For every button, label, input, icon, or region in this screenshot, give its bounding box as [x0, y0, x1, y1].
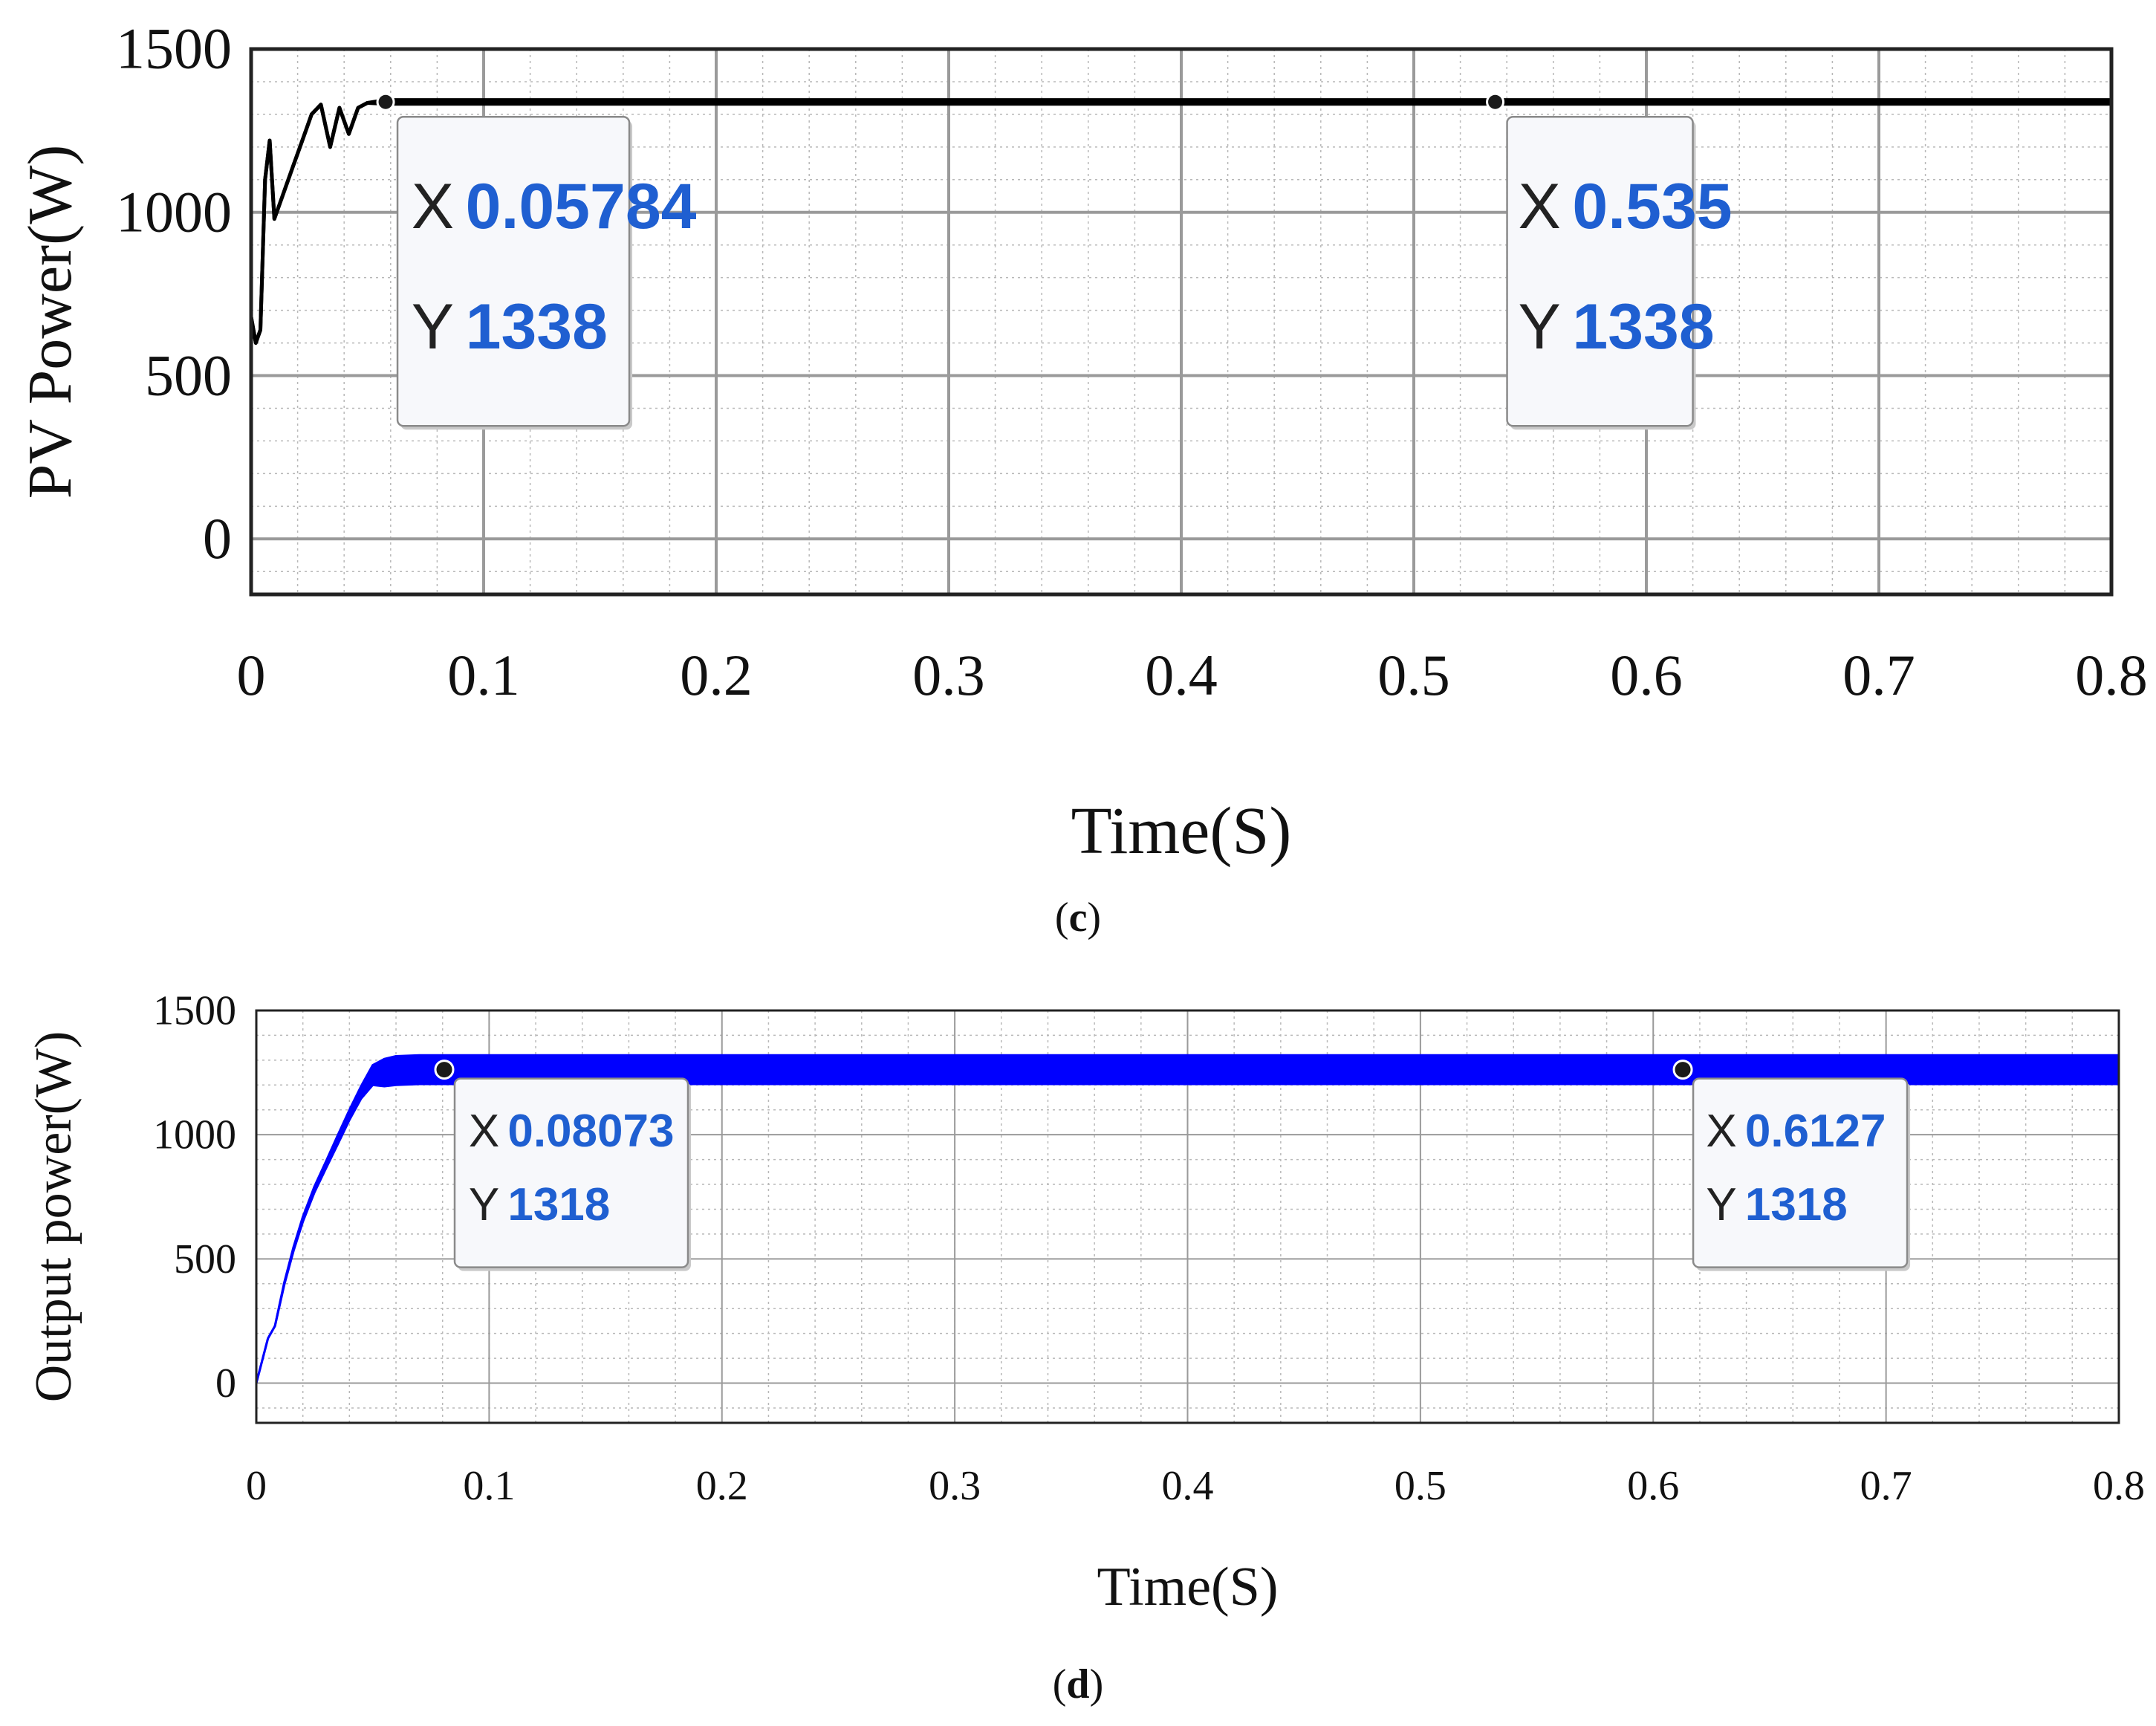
series-line-0 [249, 100, 2111, 345]
caption-paren-open: ( [1053, 1661, 1067, 1707]
panel-caption: (c) [1055, 895, 1101, 941]
datatip-x-value: 0.535 [1572, 171, 1732, 242]
datatip-x-value: 0.05784 [466, 171, 697, 242]
datatip-y-row: Y 1338 [1519, 291, 1715, 363]
y-tick-label: 1500 [116, 16, 232, 81]
x-tick-label: 0.3 [912, 643, 985, 707]
y-tick-label: 1000 [116, 180, 232, 244]
x-tick-label: 0.4 [1162, 1463, 1214, 1509]
x-tick-label: 0.2 [680, 643, 753, 707]
x-tick-label: 0.8 [2075, 643, 2148, 707]
datatip-x-label: X [1706, 1106, 1736, 1157]
datatip-x-row: X 0.6127 [1706, 1106, 1886, 1157]
x-tick-label: 0.1 [447, 643, 520, 707]
datatip-y-row: Y 1338 [412, 291, 608, 363]
x-tick-label: 0.6 [1610, 643, 1683, 707]
datatip-y-label: Y [412, 291, 454, 363]
datatip-marker[interactable] [1486, 92, 1505, 111]
datatip-y-row: Y 1318 [1706, 1179, 1847, 1230]
plot-border [249, 47, 2114, 597]
datatip-y-value: 1318 [507, 1179, 610, 1230]
y-tick-label: 0 [215, 1360, 236, 1407]
caption-letter: d [1066, 1661, 1089, 1707]
x-tick-label: 0.8 [2093, 1463, 2145, 1509]
datatip-y-label: Y [1519, 291, 1561, 363]
chart-panel-d: 0 0.1 0.2 0.3 0.4 0.5 0.6 0.7 0.8 0 500 1000 1500 Tim… [25, 987, 2145, 1707]
datatip-y-value: 1318 [1745, 1179, 1848, 1230]
datatip-x-label: X [469, 1106, 499, 1157]
datatip-marker[interactable] [434, 1060, 455, 1080]
x-tick-label: 0.4 [1145, 643, 1218, 707]
x-tick-label: 0 [237, 643, 266, 707]
y-tick-label: 1000 [153, 1112, 236, 1158]
datatip-x-row: X 0.08073 [469, 1106, 675, 1157]
x-tick-label: 0.1 [463, 1463, 515, 1509]
x-tick-label: 0.5 [1394, 1463, 1446, 1509]
y-tick-label: 0 [203, 506, 232, 571]
datatip-x-row: X 0.05784 [412, 171, 697, 242]
x-tick-label: 0.7 [1842, 643, 1915, 707]
x-tick-label: 0.2 [696, 1463, 748, 1509]
caption-paren-open: ( [1055, 895, 1069, 941]
datatip-y-value: 1338 [466, 291, 608, 363]
datatip-marker[interactable] [376, 92, 395, 111]
y-tick-label: 1500 [153, 987, 236, 1034]
y-tick-label: 500 [174, 1236, 236, 1282]
x-tick-label: 0.5 [1377, 643, 1450, 707]
datatip-x-row: X 0.535 [1519, 171, 1733, 242]
panel-caption: (d) [1053, 1661, 1103, 1707]
datatip-y-row: Y 1318 [469, 1179, 610, 1230]
y-tick-label: 500 [145, 343, 232, 407]
x-axis-label: Time(S) [1097, 1557, 1278, 1618]
datatip-x-value: 0.6127 [1745, 1106, 1886, 1157]
x-tick-label: 0.3 [929, 1463, 981, 1509]
x-axis-label: Time(S) [1071, 794, 1292, 868]
datatip-y-value: 1338 [1572, 291, 1714, 363]
x-tick-label: 0 [246, 1463, 267, 1509]
x-tick-label: 0.6 [1627, 1463, 1679, 1509]
caption-paren-close: ) [1090, 1661, 1104, 1707]
y-axis-label: PV Power(W) [16, 145, 85, 499]
y-axis-label: Output power(W) [25, 1031, 82, 1403]
caption-paren-close: ) [1087, 895, 1101, 941]
series-line-0 [255, 1068, 2119, 1383]
datatip-box [396, 115, 631, 427]
x-tick-label: 0.7 [1860, 1463, 1912, 1509]
chart-panel-c: 0 0.1 0.2 0.3 0.4 0.5 0.6 0.7 0.8 0 500 1000 1500 Tim… [16, 16, 2148, 941]
datatip-box [1692, 1077, 1909, 1268]
datatip-x-label: X [1519, 171, 1561, 242]
datatip-y-label: Y [469, 1179, 499, 1230]
datatip-box [1506, 115, 1694, 427]
datatip-y-label: Y [1706, 1179, 1736, 1230]
plot-border [255, 1009, 2120, 1424]
datatip-box [453, 1077, 689, 1268]
caption-letter: c [1069, 895, 1088, 941]
datatip-x-label: X [412, 171, 454, 242]
datatip-x-value: 0.08073 [507, 1106, 674, 1157]
datatip-marker[interactable] [1672, 1060, 1693, 1080]
